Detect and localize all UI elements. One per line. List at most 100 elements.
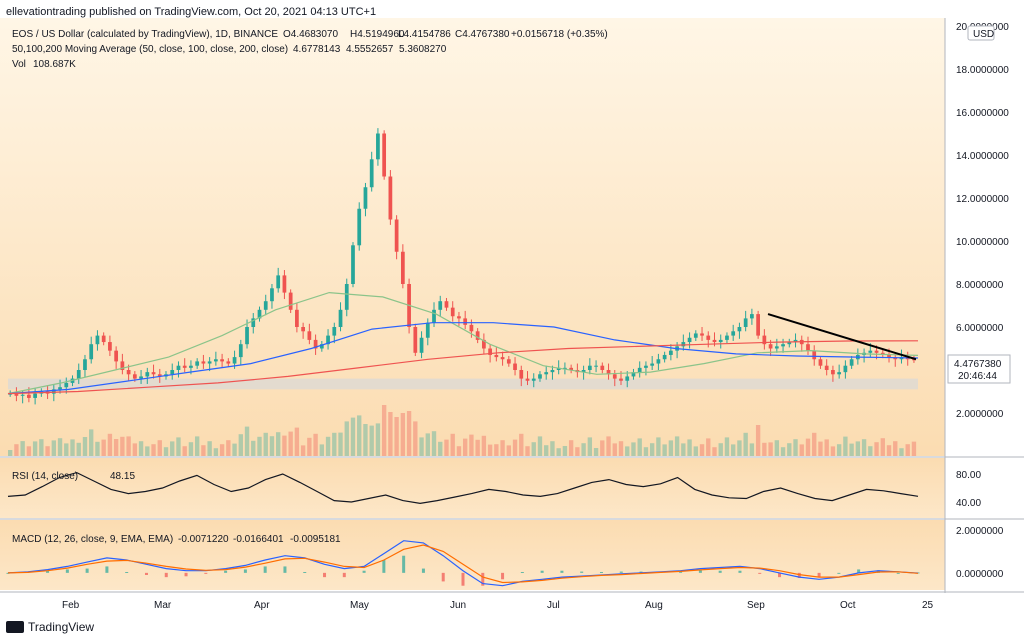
candle-body — [425, 322, 430, 338]
volume-bar — [487, 444, 493, 456]
volume-bar — [687, 439, 692, 456]
volume-bar — [855, 441, 861, 456]
candle-body — [83, 359, 87, 370]
volume-bar — [643, 447, 649, 456]
volume-bar — [45, 446, 50, 456]
candle-body — [874, 350, 879, 353]
candle-body — [114, 350, 119, 362]
footer-brand: TradingView — [28, 620, 95, 634]
candle-body — [712, 339, 717, 343]
rsi-y-tick: 80.00 — [956, 470, 981, 481]
volume-bar — [693, 446, 698, 456]
volume-bar — [755, 425, 761, 456]
ma50-value: 4.6778143 — [293, 44, 341, 55]
candle-body — [544, 372, 549, 375]
candle-body — [139, 376, 143, 379]
x-tick-label: Feb — [62, 600, 80, 611]
volume-bar — [350, 417, 356, 456]
volume-bar — [307, 437, 312, 456]
volume-bar — [749, 443, 755, 456]
volume-bar — [768, 442, 773, 456]
volume-bar — [107, 433, 113, 456]
candle-body — [812, 350, 817, 360]
volume-bar — [556, 448, 561, 456]
candle-body — [793, 339, 798, 343]
volume-bar — [681, 443, 686, 456]
macd-histogram-bar — [6, 572, 10, 574]
candle-body — [276, 275, 281, 289]
ma50-line — [7, 291, 919, 395]
macd-histogram-bar — [46, 570, 50, 573]
volume-bar — [724, 437, 730, 456]
chart-frame[interactable]: 20.000000018.000000016.000000014.0000000… — [0, 18, 1024, 616]
volume-bar — [494, 444, 499, 456]
volume-bar — [525, 446, 530, 456]
candle-body — [132, 374, 137, 379]
volume-bar — [656, 437, 661, 456]
candle-body — [681, 342, 686, 347]
volume-bar — [812, 432, 817, 456]
volume-bar — [450, 433, 455, 456]
candle-body — [594, 365, 598, 367]
volume-bar — [276, 432, 281, 456]
candle-body — [89, 344, 94, 360]
volume-bar — [481, 435, 487, 456]
candle-body — [108, 342, 112, 351]
volume-bar — [288, 431, 293, 456]
candle-body — [550, 370, 555, 373]
volume-bar — [294, 427, 300, 456]
volume-bar — [413, 421, 418, 456]
macd-histogram-bar — [402, 555, 406, 573]
candle-body — [263, 301, 268, 310]
volume-bar — [737, 440, 742, 456]
candle-body — [644, 365, 648, 368]
volume-bar — [849, 443, 854, 456]
macd-histogram-bar — [85, 568, 89, 573]
candle-body — [351, 245, 355, 284]
vol-legend-title: Vol — [12, 59, 26, 70]
candle-body — [58, 387, 62, 390]
volume-bar — [893, 441, 898, 456]
candle-body — [301, 327, 305, 332]
candle-body — [182, 365, 187, 368]
volume-bar — [51, 440, 56, 456]
candle-body — [787, 342, 792, 345]
macd-histogram-bar — [738, 570, 742, 573]
candle-body — [500, 357, 505, 360]
candle-body — [687, 337, 692, 343]
candle-body — [625, 376, 630, 381]
candle-body — [270, 288, 274, 302]
macd-histogram-bar — [283, 566, 287, 573]
macd-histogram-bar — [144, 572, 148, 575]
x-tick-label: Mar — [154, 600, 172, 611]
volume-bar — [805, 438, 811, 456]
candle-body — [718, 339, 723, 343]
candle-body — [344, 284, 349, 310]
volume-bar — [874, 442, 879, 456]
volume-bar — [762, 442, 767, 456]
volume-bar — [905, 444, 910, 456]
currency-badge[interactable] — [967, 25, 995, 41]
candle-body — [338, 309, 343, 327]
y-tick-label: 10.0000000 — [956, 237, 1009, 248]
volume-bar — [257, 436, 262, 456]
candle-body — [693, 333, 698, 338]
volume-bar — [886, 445, 892, 456]
vol-value: 108.687K — [33, 59, 76, 70]
macd-histogram-bar — [560, 570, 564, 573]
volume-bar — [251, 440, 256, 456]
macd-y-tick: 2.0000000 — [956, 526, 1004, 537]
volume-bar — [14, 444, 19, 456]
volume-bar — [880, 438, 885, 456]
x-tick-label: Oct — [840, 600, 856, 611]
volume-bar — [712, 447, 717, 456]
macd-histogram-bar — [837, 572, 841, 574]
macd-value-2: -0.0166401 — [233, 534, 284, 545]
chart-svg[interactable]: 20.000000018.000000016.000000014.0000000… — [0, 18, 1024, 616]
candle-body — [76, 370, 81, 379]
rsi-line — [7, 471, 919, 505]
y-tick-label: 6.0000000 — [956, 323, 1004, 334]
volume-bar — [531, 442, 536, 456]
volume-bar — [625, 446, 630, 456]
volume-bar — [381, 405, 387, 456]
